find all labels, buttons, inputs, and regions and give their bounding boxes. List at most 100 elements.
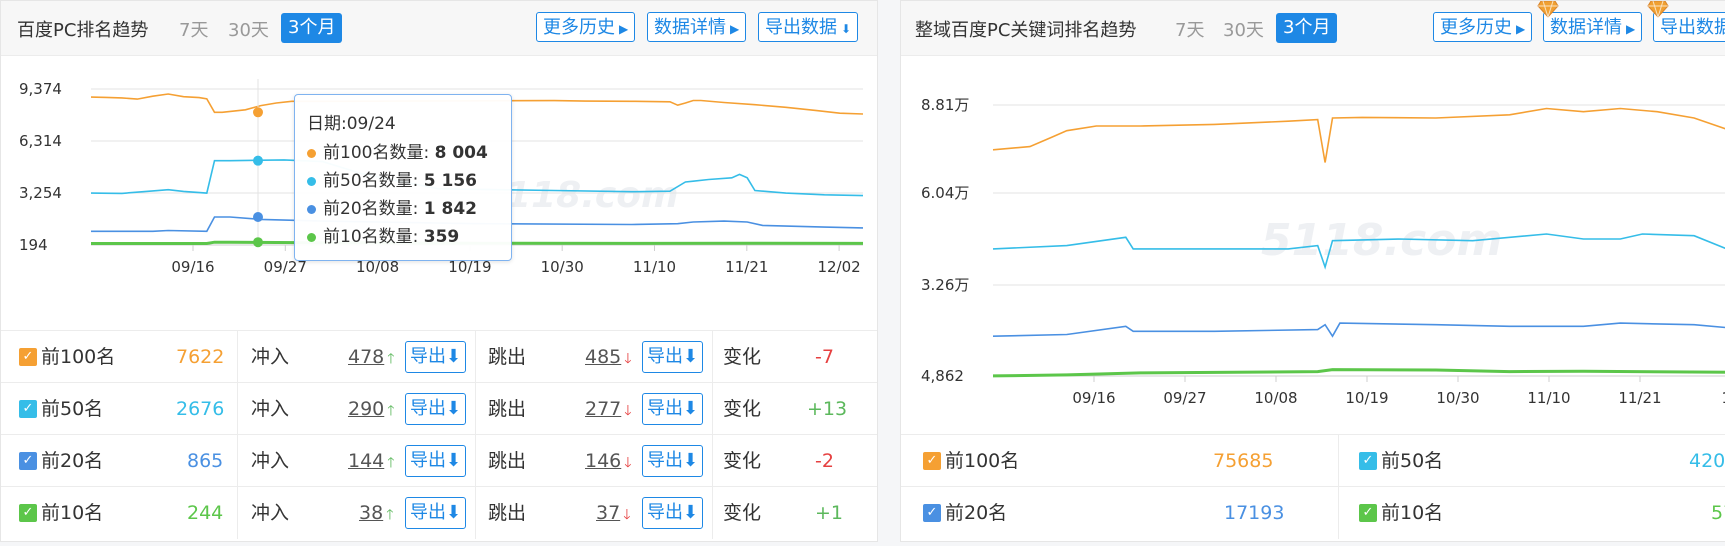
x-tick-label: 10/19 — [1345, 389, 1388, 407]
out-count[interactable]: 485 🡓 — [585, 331, 632, 383]
divider — [1338, 487, 1339, 539]
x-tick-label: 10/19 — [448, 258, 491, 276]
more-history-button[interactable]: 更多历史 ▶ — [536, 12, 636, 42]
x-tick-label: 12 — [1721, 389, 1725, 407]
checkbox-top20[interactable]: ✓ — [923, 504, 941, 522]
stat-value: 7622 — [176, 346, 225, 368]
arrow-down-icon: 🡓 — [623, 507, 631, 523]
divider — [712, 487, 713, 539]
checkbox-top10[interactable]: ✓ — [19, 504, 37, 522]
change-label: 变化 — [723, 450, 762, 472]
export-in-button[interactable]: 导出⬇ — [405, 445, 467, 477]
tooltip-value: 1 842 — [423, 199, 477, 219]
download-icon: ⬇ — [683, 450, 699, 471]
y-tick-label: 9,374 — [19, 80, 62, 98]
download-icon: ⬇ — [446, 502, 462, 523]
divider — [237, 435, 238, 487]
tooltip-value: 359 — [423, 227, 460, 247]
out-count[interactable]: 37 🡓 — [596, 487, 630, 539]
stats-row-top50: ✓ 前50名 2676 冲入 290 🡑 导出⬇ 跳出 277 🡓 导出⬇ 变化 +… — [1, 382, 877, 435]
download-icon: ⬇ — [683, 398, 699, 419]
stat-value: 17193 — [1224, 502, 1285, 524]
change-label: 变化 — [723, 346, 762, 368]
x-tick-label: 09/27 — [1163, 389, 1206, 407]
export-data-label: 导出数据 — [1660, 17, 1725, 38]
in-label: 冲入 — [251, 502, 290, 524]
export-label: 导出 — [410, 502, 446, 523]
change-value: -2 — [815, 450, 834, 472]
export-out-button[interactable]: 导出⬇ — [642, 341, 704, 373]
checkbox-top50[interactable]: ✓ — [1359, 452, 1377, 470]
panel-title: 百度PC排名趋势 — [17, 20, 149, 41]
tooltip-label: 前20名数量: — [323, 199, 419, 219]
checkbox-top100[interactable]: ✓ — [19, 348, 37, 366]
export-in-button[interactable]: 导出⬇ — [405, 341, 467, 373]
export-data-button[interactable]: 导出数据⬇ — [1653, 12, 1725, 42]
in-count-value[interactable]: 38 — [359, 502, 384, 524]
out-count[interactable]: 146 🡓 — [585, 435, 632, 487]
arrow-down-icon: 🡓 — [624, 455, 632, 471]
in-count-value[interactable]: 290 — [348, 398, 385, 420]
export-data-button[interactable]: 导出数据⬇ — [758, 12, 859, 42]
divider — [1338, 435, 1339, 487]
data-details-label: 数据详情 — [654, 17, 726, 38]
export-out-button[interactable]: 导出⬇ — [642, 445, 704, 477]
out-count-value[interactable]: 37 — [596, 502, 621, 524]
export-in-button[interactable]: 导出⬇ — [405, 497, 467, 529]
series-line — [992, 322, 1725, 338]
checkbox-top100[interactable]: ✓ — [923, 452, 941, 470]
x-tick-label: 10/30 — [1436, 389, 1479, 407]
out-count[interactable]: 277 🡓 — [585, 383, 632, 435]
in-count[interactable]: 38 🡑 — [359, 487, 393, 539]
range-3m[interactable]: 3个月 — [281, 13, 343, 43]
series-line — [992, 368, 1725, 378]
download-icon: ⬇ — [841, 22, 852, 36]
out-count-value[interactable]: 277 — [585, 398, 622, 420]
more-history-label: 更多历史 — [1440, 17, 1512, 38]
in-count-value[interactable]: 144 — [348, 450, 385, 472]
tooltip-label: 前10名数量: — [323, 227, 419, 247]
divider — [475, 331, 476, 383]
range-7d[interactable]: 7天 — [179, 20, 209, 41]
out-count-value[interactable]: 146 — [585, 450, 622, 472]
stat-label: 前50名 — [1381, 450, 1444, 472]
vip-diamond-icon — [1537, 1, 1559, 19]
stat-label: 前20名 — [41, 450, 104, 472]
range-7d[interactable]: 7天 — [1175, 20, 1205, 41]
in-label: 冲入 — [251, 346, 290, 368]
range-30d[interactable]: 30天 — [1223, 20, 1264, 41]
out-count-value[interactable]: 485 — [585, 346, 622, 368]
stat-label: 前10名 — [41, 502, 104, 524]
stats-row-top100: ✓ 前100名 7622 冲入 478 🡑 导出⬇ 跳出 485 🡓 导出⬇ 变化 … — [1, 330, 877, 383]
pc-rank-chart: 5118.com 194 3,254 6,314 9,374 09/16 09/27 10/0… — [19, 79, 864, 276]
download-icon: ⬇ — [446, 450, 462, 471]
stats2-row-1: ✓ 前100名 75685 ✓ 前50名 420 — [901, 434, 1725, 487]
data-details-button[interactable]: 数据详情 ▶ — [647, 12, 747, 42]
export-out-button[interactable]: 导出⬇ — [642, 497, 704, 529]
range-3m[interactable]: 3个月 — [1276, 13, 1338, 43]
export-in-button[interactable]: 导出⬇ — [405, 393, 467, 425]
in-count[interactable]: 290 🡑 — [348, 383, 395, 435]
x-tick-label: 11/21 — [1618, 389, 1661, 407]
divider — [712, 331, 713, 383]
in-count-value[interactable]: 478 — [348, 346, 385, 368]
more-history-button[interactable]: 更多历史 ▶ — [1433, 12, 1533, 42]
export-label: 导出 — [647, 502, 683, 523]
divider — [475, 435, 476, 487]
in-count[interactable]: 144 🡑 — [348, 435, 395, 487]
stat-label: 前10名 — [1381, 502, 1444, 524]
checkbox-top20[interactable]: ✓ — [19, 452, 37, 470]
in-label: 冲入 — [251, 398, 290, 420]
stat-value: 2676 — [176, 398, 225, 420]
checkbox-top50[interactable]: ✓ — [19, 400, 37, 418]
checkbox-top10[interactable]: ✓ — [1359, 504, 1377, 522]
caret-right-icon: ▶ — [730, 22, 740, 36]
legend-dot-icon — [307, 148, 316, 158]
data-details-button[interactable]: 数据详情 ▶ — [1543, 12, 1643, 42]
export-out-button[interactable]: 导出⬇ — [642, 393, 704, 425]
data-details-label: 数据详情 — [1550, 17, 1622, 38]
hover-point — [253, 211, 263, 222]
range-30d[interactable]: 30天 — [228, 20, 269, 41]
y-tick-label: 4,862 — [921, 367, 964, 385]
in-count[interactable]: 478 🡑 — [348, 331, 395, 383]
